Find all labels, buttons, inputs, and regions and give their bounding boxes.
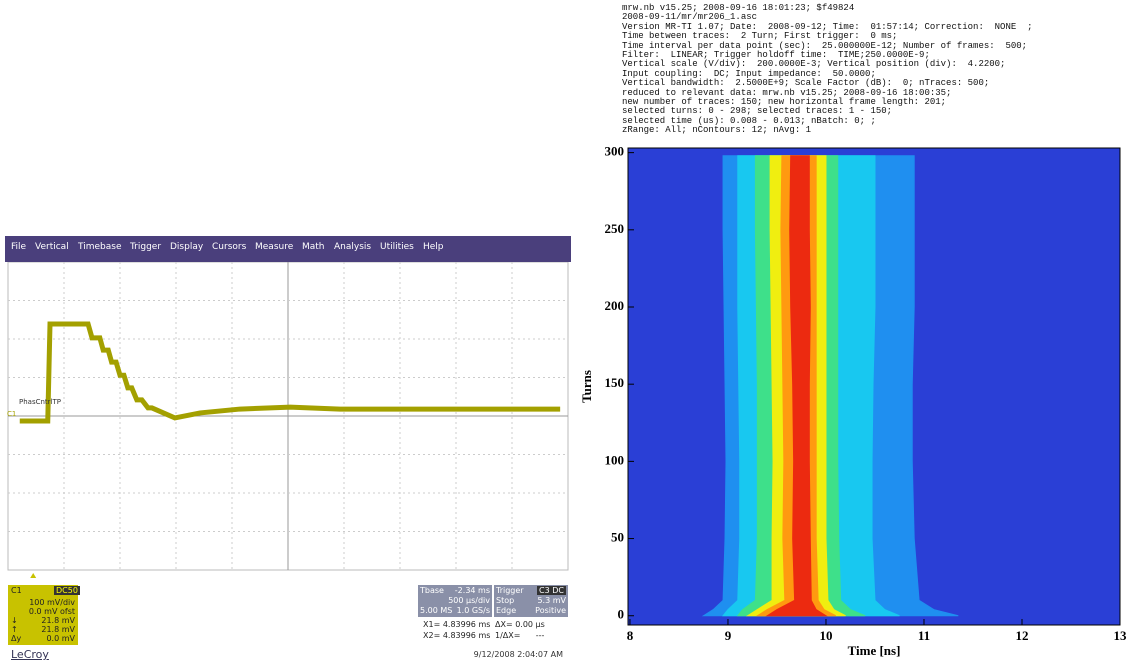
y-tick-label: 250 [605, 221, 625, 236]
channel-symbol: ↓ [11, 616, 18, 625]
x-axis-label: Time [ns] [848, 643, 901, 658]
channel-line: 0.0 mV [46, 634, 75, 643]
menu-item[interactable]: Display [170, 242, 203, 252]
timebase-offset: -2.34 ms [455, 586, 490, 595]
brand: LeCroy [11, 648, 49, 661]
menu-item[interactable]: Analysis [334, 242, 371, 252]
y-tick-label: 150 [605, 375, 625, 390]
channel-name: C1 [11, 586, 22, 595]
y-tick-label: 300 [605, 144, 625, 159]
trigger-row: Edge [496, 606, 516, 615]
trigger-box: Trigger C3 DC Stop 5.3 mV Edge Positive [494, 585, 568, 617]
x-tick-label: 11 [918, 628, 930, 643]
menu-item[interactable]: Trigger [130, 242, 161, 252]
cursor-readout: ΔX= 0.00 µs [495, 620, 545, 629]
channel-symbol: Δy [11, 634, 21, 643]
timebase-row: 1.0 GS/s [457, 606, 490, 615]
trigger-row: 5.3 mV [537, 596, 566, 605]
coupling: DC50 [54, 586, 80, 595]
trigger-title: Trigger [496, 586, 524, 595]
page: File Vertical Timebase Trigger Display Cursor… [0, 0, 1128, 662]
contour-chart: 8 9 10 11 12 13 0 50 100 150 200 250 300 Time [ns] Tur… [570, 130, 1128, 662]
timestamp: 9/12/2008 2:04:07 AM [474, 650, 563, 659]
channel-line: 100 mV/div [29, 598, 75, 607]
menu-item[interactable]: Utilities [380, 242, 414, 252]
x-tick-label: 10 [819, 628, 832, 643]
cursor-readout: X1= 4.83996 ms [423, 620, 490, 629]
channel-line: 21.8 mV [41, 625, 75, 634]
menu-item[interactable]: Timebase [78, 242, 121, 252]
y-tick-label: 0 [618, 607, 625, 622]
menu-item[interactable]: Measure [255, 242, 293, 252]
menu-item[interactable]: Vertical [35, 242, 69, 252]
timebase-title: Tbase [420, 586, 444, 595]
marker: C1 [7, 410, 16, 418]
menu-item[interactable]: Cursors [212, 242, 246, 252]
trace-label: PhasCntrlTP [19, 398, 61, 406]
menu-item[interactable]: Help [423, 242, 444, 252]
y-axis-label: Turns [579, 370, 594, 403]
menu-bar: File Vertical Timebase Trigger Display Cursor… [5, 236, 571, 262]
trigger-source: C3 DC [537, 586, 566, 595]
channel-symbol: ↑ [11, 625, 18, 634]
x-tick-label: 12 [1015, 628, 1028, 643]
x-tick-label: 13 [1114, 628, 1128, 643]
y-tick-label: 100 [605, 452, 625, 467]
notes: mrw.nb v15.25; 2008-09-16 18:01:23; $f49… [622, 4, 1032, 136]
y-tick-label: 50 [611, 530, 624, 545]
x-tick-label: 8 [627, 628, 634, 643]
channel-line: 21.8 mV [41, 616, 75, 625]
trigger-row: Positive [535, 606, 566, 615]
trigger-marker [30, 573, 36, 578]
y-tick-label: 200 [605, 298, 625, 313]
timebase-row: 500 µs/div [448, 596, 490, 605]
menu-item[interactable]: File [11, 242, 26, 252]
cursor-readout: 1/ΔX= --- [495, 631, 544, 640]
cursor-readout: X2= 4.83996 ms [423, 631, 490, 640]
x-tick-label: 9 [725, 628, 732, 643]
timebase-row: 5.00 MS [420, 606, 452, 615]
channel-line: 0.0 mV ofst [29, 607, 75, 616]
trigger-row: Stop [496, 596, 514, 605]
oscilloscope: File Vertical Timebase Trigger Display Cursor… [5, 236, 571, 662]
menu-item[interactable]: Math [302, 242, 325, 252]
